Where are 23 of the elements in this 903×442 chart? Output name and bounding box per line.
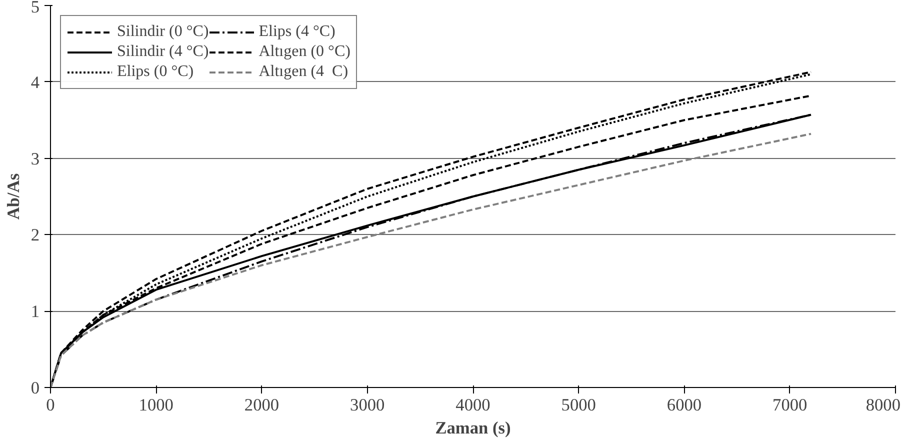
x-tick-label: 8000 — [866, 396, 900, 414]
x-axis-title: Zaman (s) — [435, 418, 512, 438]
y-tick-label: 5 — [30, 0, 40, 16]
x-tick-label: 1000 — [138, 396, 174, 414]
x-tick-label: 2000 — [244, 396, 280, 414]
legend-label: Altıgen (0 °C) — [258, 43, 350, 61]
x-tick-label: 0 — [46, 396, 55, 414]
x-tick-label: 5000 — [561, 396, 596, 414]
x-tick-label: 3000 — [350, 396, 385, 414]
legend-label: Silindir (0 °C) — [117, 23, 209, 41]
y-axis-title: Ab/As — [4, 173, 23, 220]
x-tick-label: 7000 — [772, 396, 808, 414]
legend-label: Altıgen (4 C) — [258, 63, 348, 81]
x-tick-label: 4000 — [456, 396, 490, 414]
legend-label: Elips (4 °C) — [258, 23, 336, 41]
legend-label: Elips (0 °C) — [117, 63, 194, 81]
x-tick-label: 6000 — [666, 396, 702, 414]
y-tick-label: 4 — [30, 72, 40, 92]
y-tick-label: 1 — [30, 302, 40, 322]
y-tick-label: 0 — [30, 378, 40, 398]
y-tick-label: 3 — [30, 149, 40, 168]
y-tick-label: 2 — [30, 226, 40, 245]
legend-label: Silindir (4 °C) — [117, 43, 209, 61]
